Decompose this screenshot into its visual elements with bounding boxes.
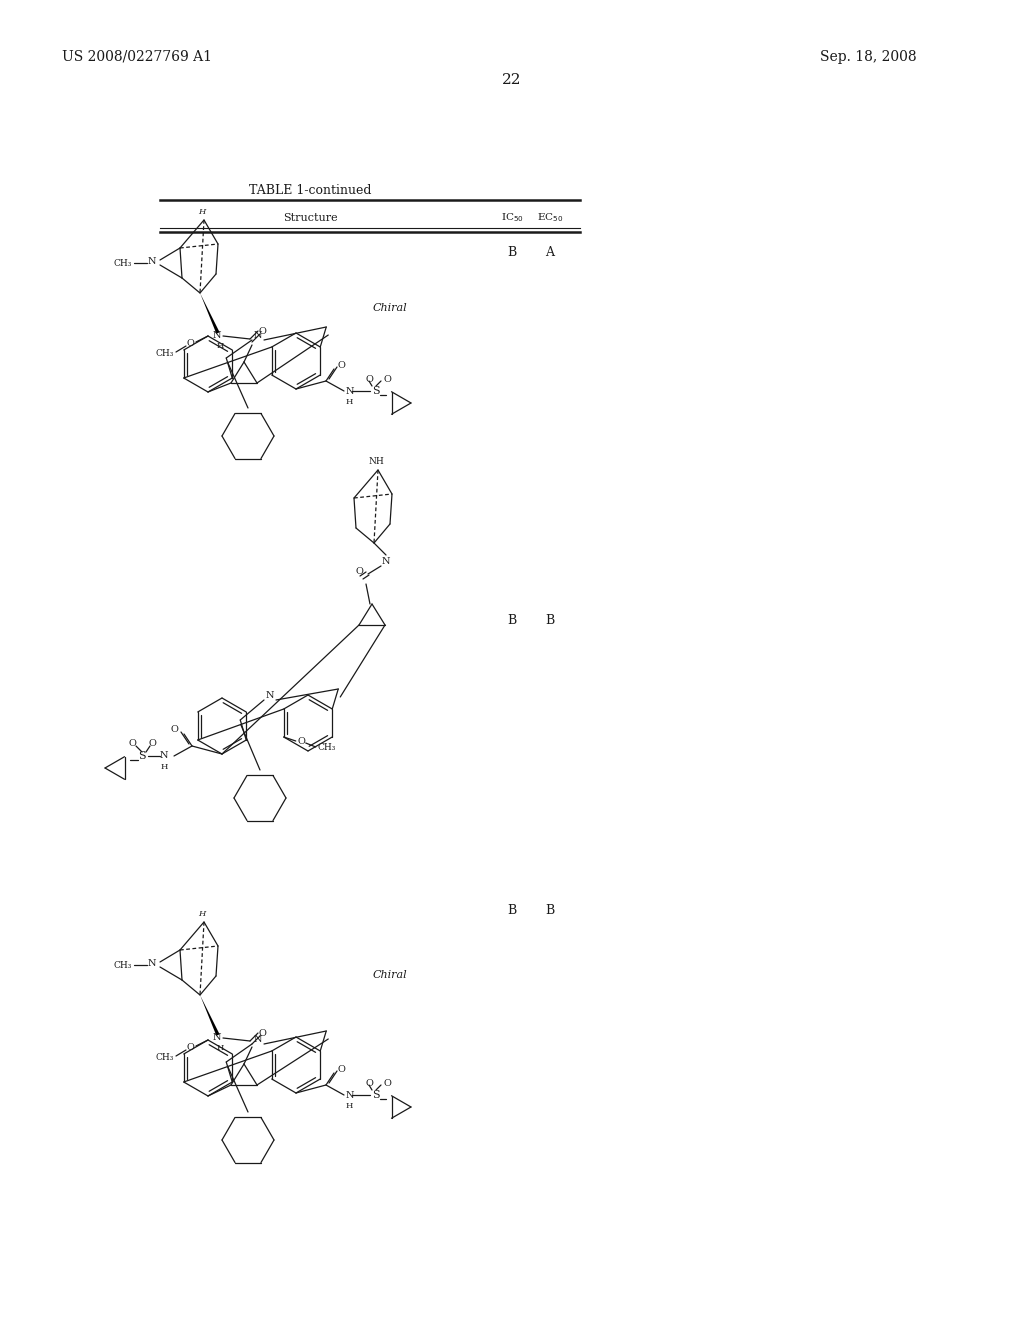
Text: N: N xyxy=(254,1035,262,1044)
Text: S: S xyxy=(372,385,380,396)
Text: B: B xyxy=(507,246,517,259)
Text: O: O xyxy=(356,568,364,577)
Text: O: O xyxy=(366,375,374,384)
Text: O: O xyxy=(170,726,178,734)
Text: H: H xyxy=(199,209,206,216)
Text: H: H xyxy=(161,763,168,771)
Text: O: O xyxy=(384,375,392,384)
Text: H: H xyxy=(346,1102,353,1110)
Text: H: H xyxy=(199,909,206,917)
Text: EC$_{50}$: EC$_{50}$ xyxy=(537,211,563,224)
Text: N: N xyxy=(160,751,168,760)
Text: O: O xyxy=(366,1078,374,1088)
Text: B: B xyxy=(546,614,555,627)
Text: IC$_{50}$: IC$_{50}$ xyxy=(501,211,523,224)
Text: N: N xyxy=(266,692,274,701)
Text: O: O xyxy=(186,1044,194,1052)
Text: Sep. 18, 2008: Sep. 18, 2008 xyxy=(820,50,916,63)
Text: TABLE 1-continued: TABLE 1-continued xyxy=(249,183,372,197)
Text: O: O xyxy=(128,739,136,748)
Text: N: N xyxy=(346,387,354,396)
Text: NH: NH xyxy=(368,458,384,466)
Text: N: N xyxy=(382,557,390,566)
Text: O: O xyxy=(186,339,194,348)
Text: O: O xyxy=(148,739,156,748)
Text: O: O xyxy=(384,1078,392,1088)
Text: S: S xyxy=(138,751,145,762)
Text: B: B xyxy=(507,614,517,627)
Text: O: O xyxy=(298,738,305,747)
Polygon shape xyxy=(200,995,219,1036)
Text: A: A xyxy=(546,246,555,259)
Text: O: O xyxy=(258,326,266,335)
Text: O: O xyxy=(338,1064,346,1073)
Text: CH₃: CH₃ xyxy=(114,259,132,268)
Text: N: N xyxy=(346,1090,354,1100)
Polygon shape xyxy=(200,293,219,334)
Text: CH₃: CH₃ xyxy=(156,348,174,358)
Text: US 2008/0227769 A1: US 2008/0227769 A1 xyxy=(62,50,212,63)
Text: B: B xyxy=(546,903,555,916)
Text: N: N xyxy=(213,1032,221,1041)
Text: Chiral: Chiral xyxy=(373,970,408,979)
Text: CH₃: CH₃ xyxy=(317,743,336,752)
Text: CH₃: CH₃ xyxy=(114,961,132,969)
Text: N: N xyxy=(254,331,262,341)
Text: Chiral: Chiral xyxy=(373,304,408,313)
Text: Structure: Structure xyxy=(283,213,337,223)
Text: N: N xyxy=(147,960,157,969)
Text: H: H xyxy=(216,342,223,350)
Text: O: O xyxy=(338,360,346,370)
Text: N: N xyxy=(213,330,221,339)
Text: O: O xyxy=(258,1028,266,1038)
Text: H: H xyxy=(216,1044,223,1052)
Text: B: B xyxy=(507,903,517,916)
Text: 22: 22 xyxy=(502,73,522,87)
Text: CH₃: CH₃ xyxy=(156,1052,174,1061)
Text: S: S xyxy=(372,1090,380,1100)
Text: N: N xyxy=(147,257,157,267)
Text: H: H xyxy=(346,399,353,407)
